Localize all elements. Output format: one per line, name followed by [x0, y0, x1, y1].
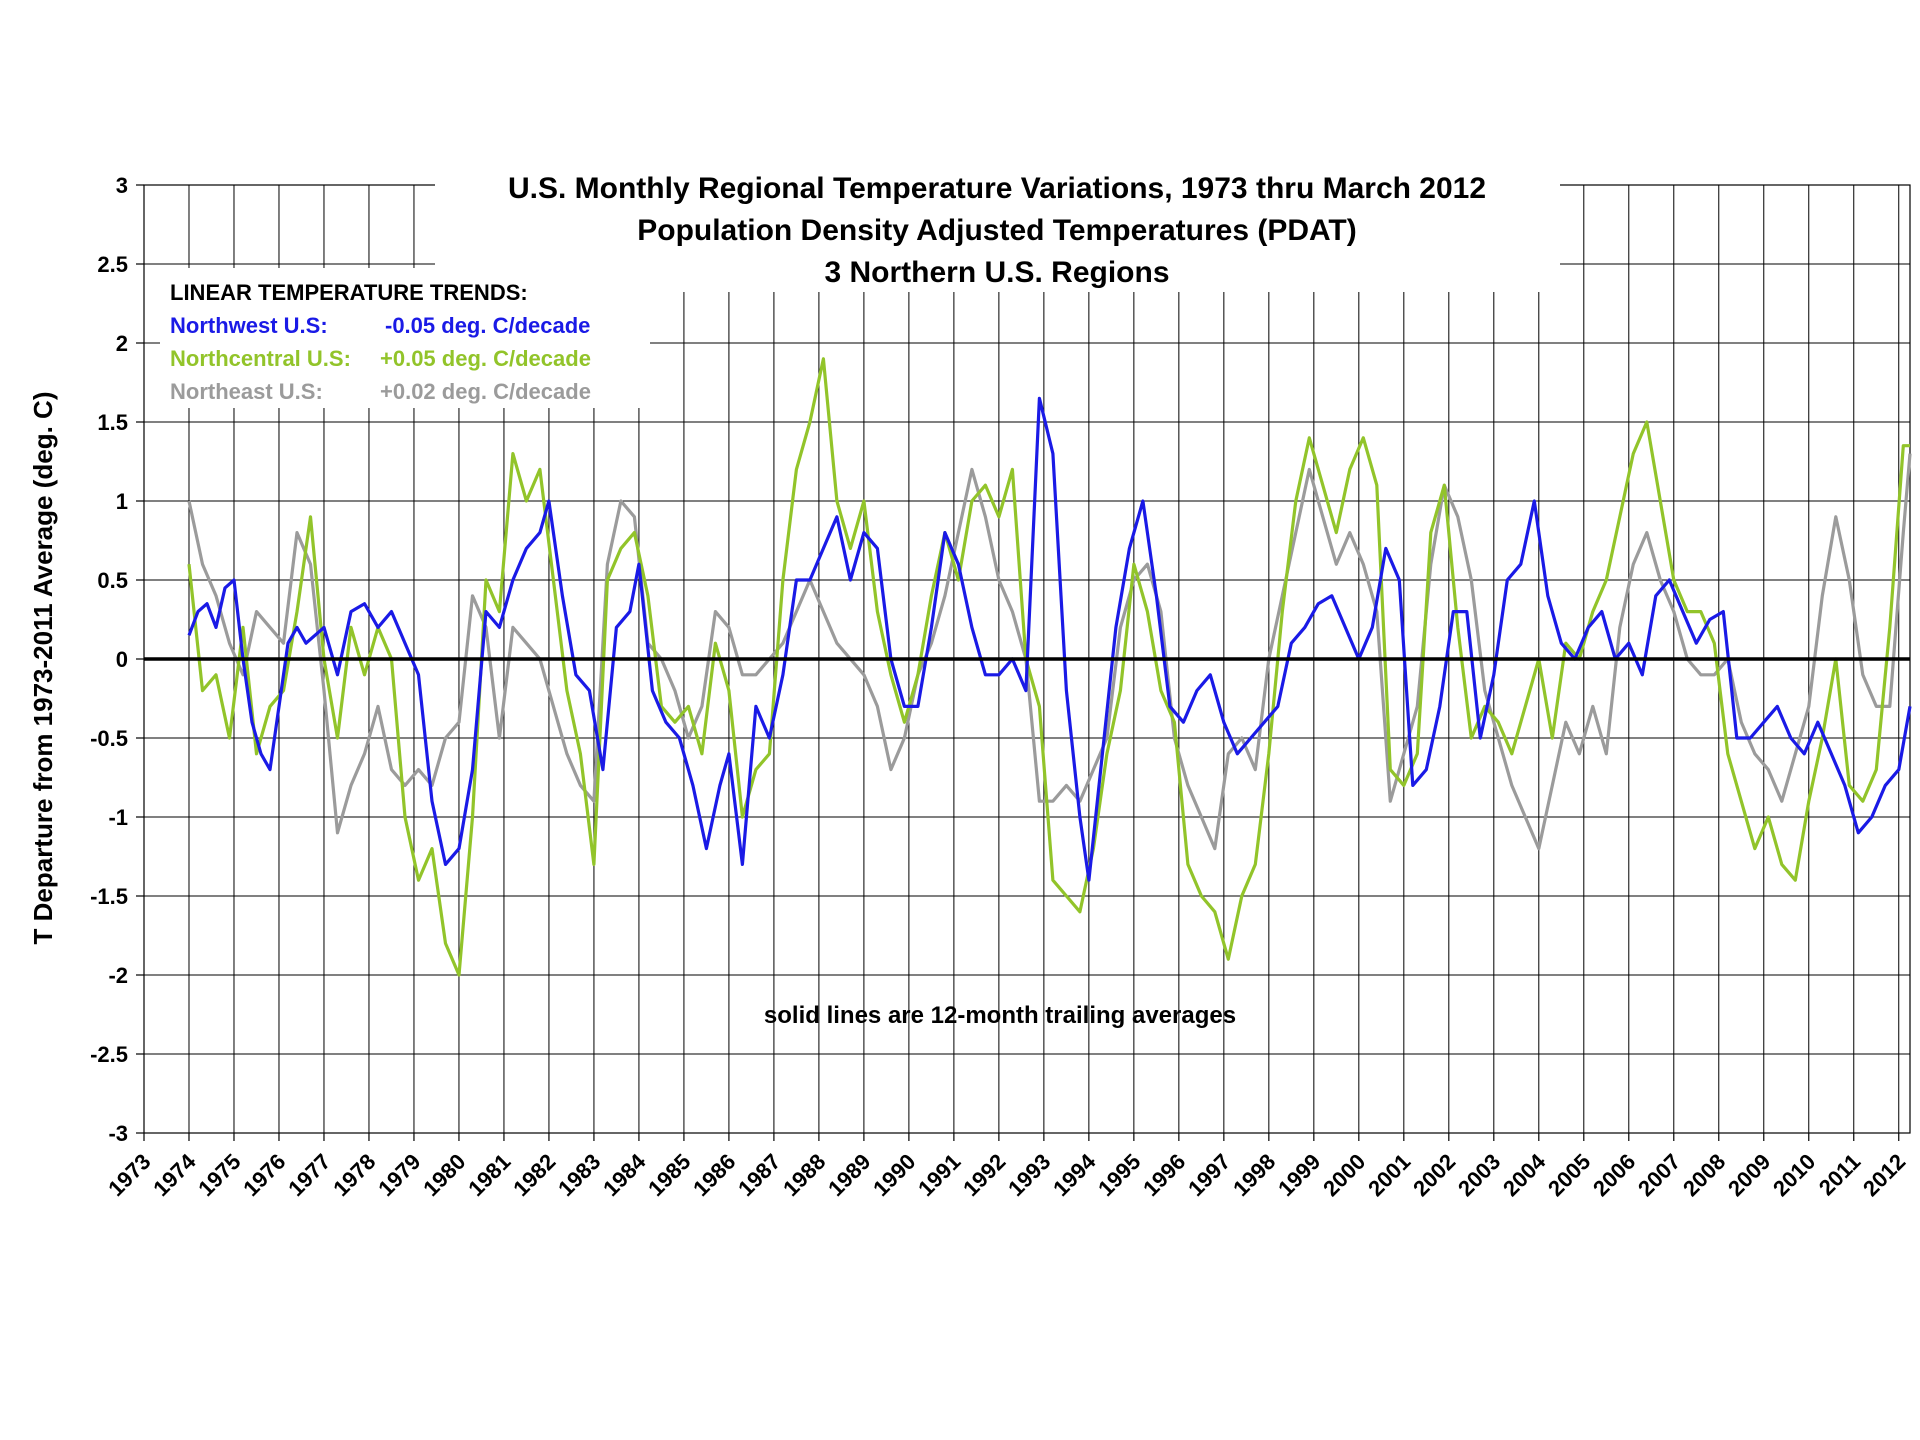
chart-note: solid lines are 12-month trailing averag… [764, 1002, 1236, 1029]
chart-title-line-1: U.S. Monthly Regional Temperature Variat… [508, 172, 1486, 205]
legend-background [160, 268, 650, 408]
x-tick-label: 1991 [913, 1149, 965, 1201]
legend-northwest-trend: -0.05 deg. C/decade [385, 313, 590, 338]
series-line-0 [187, 396, 1912, 882]
y-tick-label: 0.5 [97, 568, 128, 593]
y-tick-label: -1.5 [90, 884, 128, 909]
x-tick-label: 1989 [823, 1149, 875, 1201]
x-tick-label: 2001 [1363, 1149, 1415, 1201]
legend-northcentral-trend: +0.05 deg. C/decade [380, 346, 591, 371]
x-tick-label: 1982 [508, 1149, 560, 1201]
x-tick-label: 1976 [238, 1149, 290, 1201]
legend-northeast-name: Northeast U.S: [170, 379, 323, 404]
x-tick-label: 1996 [1138, 1149, 1190, 1201]
chart-title-line-2: Population Density Adjusted Temperatures… [637, 214, 1357, 247]
x-tick-label: 1988 [778, 1149, 830, 1201]
x-tick-label: 2012 [1858, 1149, 1910, 1201]
series-line-1 [187, 357, 1910, 977]
x-tick-label: 2005 [1543, 1149, 1595, 1201]
x-tick-label: 1981 [463, 1149, 515, 1201]
x-tick-label: 1999 [1273, 1149, 1325, 1201]
y-tick-label: 1.5 [97, 410, 128, 435]
series-line-2 [187, 453, 1912, 851]
legend-northcentral-name: Northcentral U.S: [170, 346, 351, 371]
y-tick-label: -2.5 [90, 1042, 128, 1067]
x-tick-label: 2009 [1723, 1149, 1775, 1201]
x-tick-label: 2000 [1318, 1149, 1370, 1201]
x-tick-label: 2002 [1408, 1149, 1460, 1201]
legend-northwest-name: Northwest U.S: [170, 313, 328, 338]
y-tick-label: -3 [108, 1121, 128, 1146]
x-tick-label: 1983 [553, 1149, 605, 1201]
x-tick-label: 1990 [868, 1149, 920, 1201]
y-tick-label: -2 [108, 963, 128, 988]
x-tick-label: 1984 [598, 1148, 651, 1201]
y-tick-label: -0.5 [90, 726, 128, 751]
x-tick-label: 1975 [193, 1149, 245, 1201]
y-axis-ticks: 3 2.5 2 1.5 1 0.5 0 -0.5 -1 -1.5 -2 -2.5 -3 [90, 173, 144, 1146]
x-tick-label: 1977 [283, 1149, 335, 1201]
x-tick-label: 1992 [958, 1149, 1010, 1201]
x-tick-label: 1995 [1093, 1149, 1145, 1201]
x-tick-label: 1987 [733, 1149, 785, 1201]
y-tick-label: 0 [116, 647, 128, 672]
x-tick-label: 2004 [1498, 1148, 1551, 1201]
y-tick-label: 3 [116, 173, 128, 198]
y-tick-label: 1 [116, 489, 128, 514]
x-tick-label: 2011 [1814, 1149, 1865, 1200]
y-tick-label: -1 [108, 805, 128, 830]
x-tick-label: 1978 [328, 1149, 380, 1201]
legend-northeast-trend: +0.02 deg. C/decade [380, 379, 591, 404]
y-axis-label: T Departure from 1973-2011 Average (deg.… [28, 392, 58, 945]
x-tick-label: 1985 [643, 1149, 695, 1201]
x-tick-label: 2003 [1453, 1149, 1505, 1201]
x-tick-label: 1994 [1048, 1148, 1101, 1201]
chart-title-line-3: 3 Northern U.S. Regions [824, 256, 1169, 289]
x-tick-label: 1997 [1183, 1149, 1235, 1201]
x-tick-label: 1980 [418, 1149, 470, 1201]
x-tick-label: 2010 [1768, 1149, 1820, 1201]
series-lines [144, 357, 1912, 977]
x-tick-label: 1998 [1228, 1149, 1280, 1201]
y-tick-label: 2 [116, 331, 128, 356]
x-axis-ticks: 1973197419751976197719781979198019811982… [103, 1133, 1910, 1201]
x-tick-label: 2006 [1588, 1149, 1640, 1201]
x-tick-label: 1973 [103, 1149, 155, 1201]
trend-heading: LINEAR TEMPERATURE TRENDS: [170, 280, 528, 305]
x-tick-label: 1993 [1003, 1149, 1055, 1201]
x-tick-label: 2007 [1633, 1149, 1685, 1201]
y-tick-label: 2.5 [97, 252, 128, 277]
x-tick-label: 1986 [688, 1149, 740, 1201]
x-tick-label: 1979 [373, 1149, 425, 1201]
x-tick-label: 2008 [1678, 1149, 1730, 1201]
x-tick-label: 1974 [148, 1148, 201, 1201]
